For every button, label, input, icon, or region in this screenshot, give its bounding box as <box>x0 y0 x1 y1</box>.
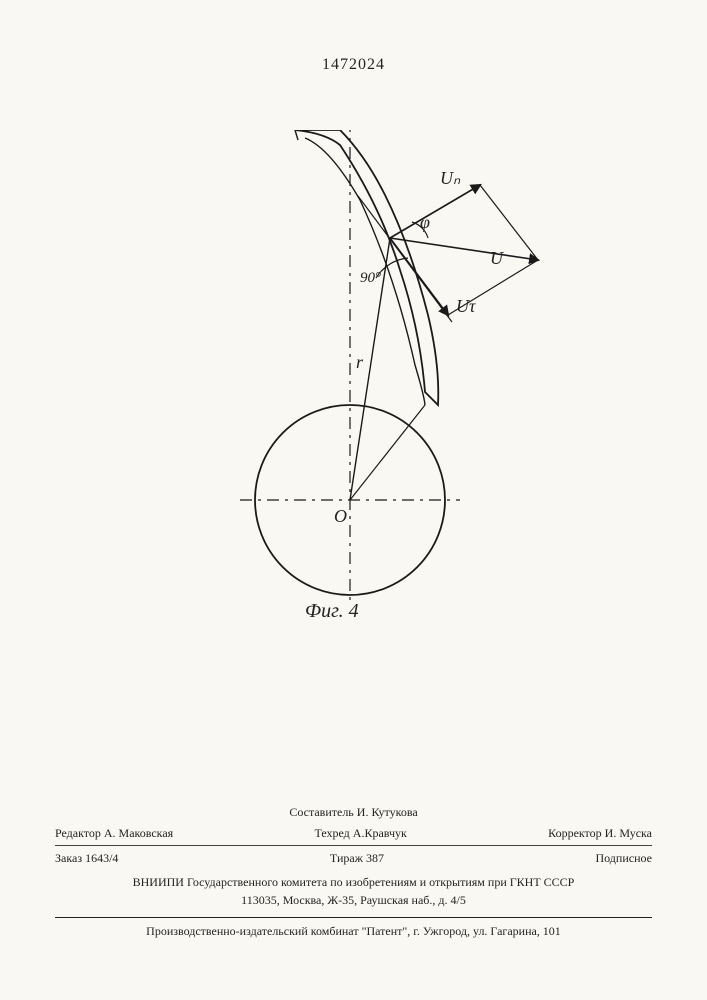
label-Un: Uₙ <box>440 168 460 189</box>
tirazh-value: 387 <box>366 851 384 865</box>
order-value: 1643/4 <box>85 851 118 865</box>
order-label: Заказ <box>55 851 82 865</box>
vector-U <box>390 238 538 260</box>
label-O: O <box>334 506 347 527</box>
compiler-row: Составитель И. Кутукова <box>55 800 652 821</box>
org-line2: 113035, Москва, Ж-35, Раушская наб., д. … <box>55 891 652 909</box>
org-block: ВНИИПИ Государственного комитета по изоб… <box>55 870 652 909</box>
editor-label: Редактор <box>55 826 101 840</box>
figure-caption: Фиг. 4 <box>305 600 359 623</box>
tirazh: Тираж 387 <box>330 849 384 867</box>
editor: Редактор А. Маковская <box>55 824 173 842</box>
order: Заказ 1643/4 <box>55 849 118 867</box>
corrector-name: И. Муска <box>605 826 652 840</box>
editor-name: А. Маковская <box>104 826 173 840</box>
label-r: r <box>356 352 363 373</box>
patent-page: 1472024 <box>0 0 707 1000</box>
label-phi: φ <box>420 212 430 233</box>
radius-aux <box>350 405 425 500</box>
tehred-label: Техред <box>314 826 349 840</box>
tirazh-label: Тираж <box>330 851 363 865</box>
corrector: Корректор И. Муска <box>548 824 652 842</box>
vector-Un <box>390 185 480 238</box>
parallelogram-top <box>480 185 538 260</box>
tehred-name: А.Кравчук <box>353 826 407 840</box>
label-Utau: Uτ <box>456 296 475 317</box>
compiler-text: Составитель И. Кутукова <box>289 803 417 821</box>
corrector-label: Корректор <box>548 826 602 840</box>
printer-text: Производственно-издательский комбинат "П… <box>146 924 561 938</box>
blade-outline <box>295 130 438 405</box>
label-90: 90° <box>360 270 381 287</box>
subscription: Подписное <box>595 849 652 867</box>
tehred: Техред А.Кравчук <box>314 824 406 842</box>
credits-row: Редактор А. Маковская Техред А.Кравчук К… <box>55 824 652 842</box>
figure-svg <box>130 130 570 630</box>
org-line1: ВНИИПИ Государственного комитета по изоб… <box>55 873 652 891</box>
label-U: U <box>490 248 503 269</box>
document-number: 1472024 <box>322 56 385 74</box>
order-row: Заказ 1643/4 Тираж 387 Подписное <box>55 845 652 867</box>
blade-top-edge <box>295 130 298 140</box>
printer-row: Производственно-издательский комбинат "П… <box>55 917 652 940</box>
figure-4: Uₙ U Uτ φ 90° r O <box>130 130 570 630</box>
colophon: Составитель И. Кутукова Редактор А. Мако… <box>55 797 652 940</box>
